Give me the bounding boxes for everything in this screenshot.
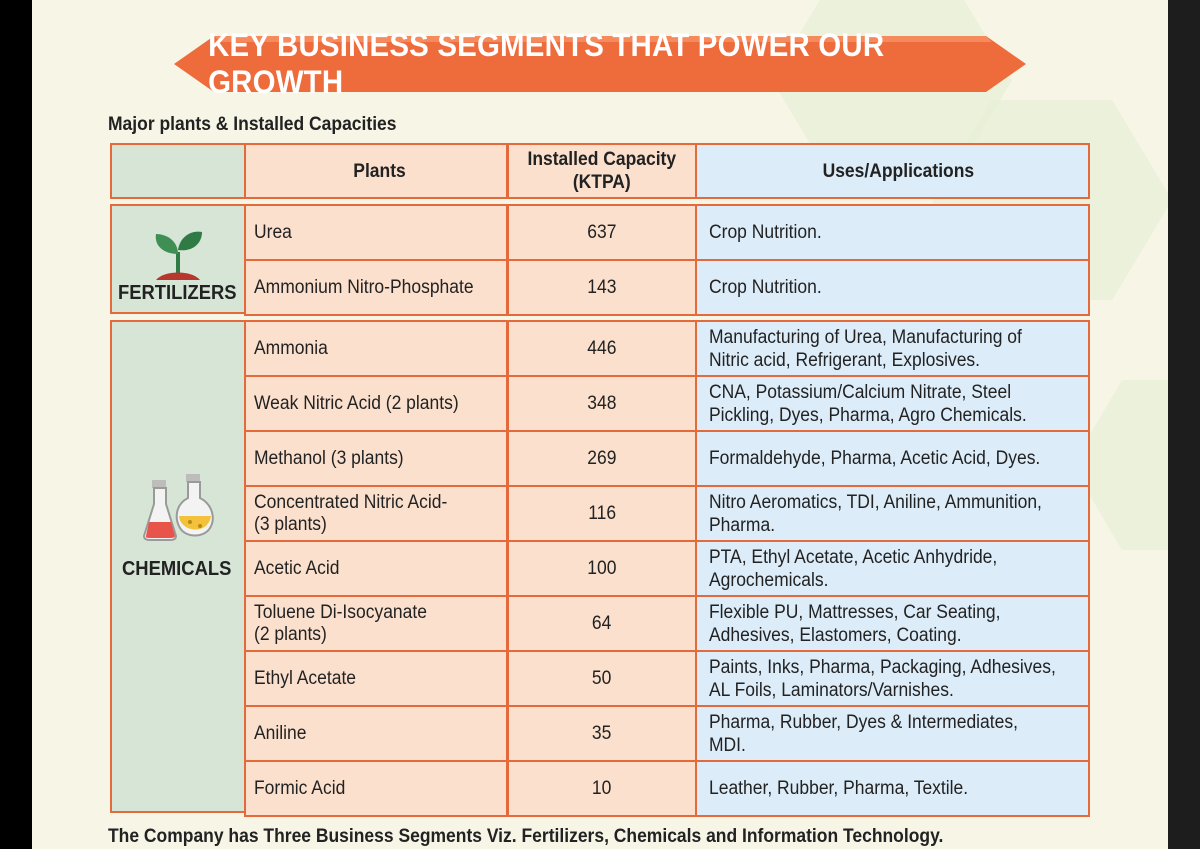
plant-name-cell-text: Toluene Di-Isocyanate (2 plants) (254, 601, 427, 645)
document-page: KEY BUSINESS SEGMENTS THAT POWER OUR GRO… (32, 0, 1168, 849)
plant-name-cell: Toluene Di-Isocyanate (2 plants) (244, 595, 508, 652)
window-edge (1168, 0, 1200, 849)
plant-name-cell-text: Ammonia (254, 337, 328, 359)
plant-name-cell-text: Urea (254, 221, 292, 243)
plant-name-cell: Weak Nitric Acid (2 plants) (244, 375, 508, 432)
uses-cell-text: Crop Nutrition. (709, 277, 822, 298)
header-capacity-text: Installed Capacity (KTPA) (527, 149, 677, 193)
uses-cell: Crop Nutrition. (695, 259, 1090, 316)
segment-label: CHEMICALS (122, 558, 232, 580)
plant-name-cell-text: Ethyl Acetate (254, 667, 357, 689)
capacity-cell-text: 100 (587, 557, 617, 579)
capacity-cell-text: 50 (592, 667, 612, 689)
header-segment-cell (110, 143, 247, 199)
uses-cell: Flexible PU, Mattresses, Car Seating, Ad… (695, 595, 1090, 652)
plant-name-cell: Concentrated Nitric Acid- (3 plants) (244, 485, 508, 542)
capacity-cell-text: 116 (588, 502, 616, 524)
header-capacity: Installed Capacity (KTPA) (507, 143, 697, 199)
uses-cell-text: Manufacturing of Urea, Manufacturing of … (709, 326, 1022, 371)
capacity-cell-text: 143 (587, 276, 617, 298)
header-uses: Uses/Applications (695, 143, 1090, 199)
plant-name-cell: Ethyl Acetate (244, 650, 508, 707)
title-banner: KEY BUSINESS SEGMENTS THAT POWER OUR GRO… (174, 27, 1026, 100)
capacity-cell: 116 (507, 485, 697, 542)
plant-name-cell-text: Aniline (254, 722, 307, 744)
plant-name-cell: Ammonium Nitro-Phosphate (244, 259, 508, 316)
capacity-cell: 35 (507, 705, 697, 762)
capacity-cell: 269 (507, 430, 697, 487)
plant-name-cell-text: Formic Acid (254, 777, 346, 799)
capacity-cell: 143 (507, 259, 697, 316)
table-subtitle: Major plants & Installed Capacities (108, 114, 397, 135)
capacity-cell: 50 (507, 650, 697, 707)
uses-cell-text: Nitro Aeromatics, TDI, Aniline, Ammuniti… (709, 491, 1042, 536)
plant-name-cell: Aniline (244, 705, 508, 762)
plant-name-cell: Methanol (3 plants) (244, 430, 508, 487)
capacity-cell: 100 (507, 540, 697, 597)
uses-cell: Leather, Rubber, Pharma, Textile. (695, 760, 1090, 817)
uses-cell: Pharma, Rubber, Dyes & Intermediates, MD… (695, 705, 1090, 762)
capacity-cell-text: 348 (587, 392, 617, 414)
plant-name-cell: Formic Acid (244, 760, 508, 817)
plant-name-cell: Ammonia (244, 320, 508, 377)
plant-name-cell-text: Methanol (3 plants) (254, 447, 404, 469)
uses-cell-text: Pharma, Rubber, Dyes & Intermediates, MD… (709, 711, 1018, 756)
uses-cell-text: PTA, Ethyl Acetate, Acetic Anhydride, Ag… (709, 546, 998, 591)
uses-cell-text: Paints, Inks, Pharma, Packaging, Adhesiv… (709, 656, 1056, 701)
capacity-cell: 10 (507, 760, 697, 817)
uses-cell-text: Crop Nutrition. (709, 222, 822, 243)
header-plants-text: Plants (353, 160, 407, 182)
segment-label: FERTILIZERS (118, 282, 237, 304)
header-plants: Plants (244, 143, 508, 199)
uses-cell-text: Formaldehyde, Pharma, Acetic Acid, Dyes. (709, 448, 1041, 469)
plant-name-cell-text: Concentrated Nitric Acid- (3 plants) (254, 491, 448, 535)
header-uses-text: Uses/Applications (822, 160, 975, 182)
capacity-cell: 64 (507, 595, 697, 652)
uses-cell: PTA, Ethyl Acetate, Acetic Anhydride, Ag… (695, 540, 1090, 597)
uses-cell: Manufacturing of Urea, Manufacturing of … (695, 320, 1090, 377)
capacity-cell-text: 637 (587, 221, 617, 243)
uses-cell-text: Flexible PU, Mattresses, Car Seating, Ad… (709, 601, 1001, 646)
plant-name-cell: Acetic Acid (244, 540, 508, 597)
plant-name-cell: Urea (244, 204, 508, 261)
capacity-cell: 446 (507, 320, 697, 377)
uses-cell-text: Leather, Rubber, Pharma, Textile. (709, 778, 969, 799)
plant-name-cell-text: Acetic Acid (254, 557, 340, 579)
capacity-cell-text: 269 (587, 447, 617, 469)
uses-cell: Paints, Inks, Pharma, Packaging, Adhesiv… (695, 650, 1090, 707)
banner-title: KEY BUSINESS SEGMENTS THAT POWER OUR GRO… (208, 27, 885, 100)
capacity-cell-text: 35 (592, 722, 612, 744)
uses-cell: Crop Nutrition. (695, 204, 1090, 261)
capacity-cell-text: 446 (587, 337, 617, 359)
uses-cell: Nitro Aeromatics, TDI, Aniline, Ammuniti… (695, 485, 1090, 542)
footer-note: The Company has Three Business Segments … (108, 826, 944, 847)
capacity-cell-text: 64 (592, 612, 612, 634)
segment-cell-chemicals: CHEMICALS (110, 320, 247, 813)
uses-cell-text: CNA, Potassium/Calcium Nitrate, Steel Pi… (709, 381, 1027, 426)
plant-name-cell-text: Weak Nitric Acid (2 plants) (254, 392, 459, 414)
capacity-cell: 348 (507, 375, 697, 432)
uses-cell: Formaldehyde, Pharma, Acetic Acid, Dyes. (695, 430, 1090, 487)
capacity-cell: 637 (507, 204, 697, 261)
seedling-icon (150, 224, 206, 288)
plant-name-cell-text: Ammonium Nitro-Phosphate (254, 276, 474, 298)
segment-cell-fertilizers: FERTILIZERS (110, 204, 247, 314)
capacity-cell-text: 10 (592, 777, 612, 799)
uses-cell: CNA, Potassium/Calcium Nitrate, Steel Pi… (695, 375, 1090, 432)
lab-flasks-icon (142, 474, 222, 550)
